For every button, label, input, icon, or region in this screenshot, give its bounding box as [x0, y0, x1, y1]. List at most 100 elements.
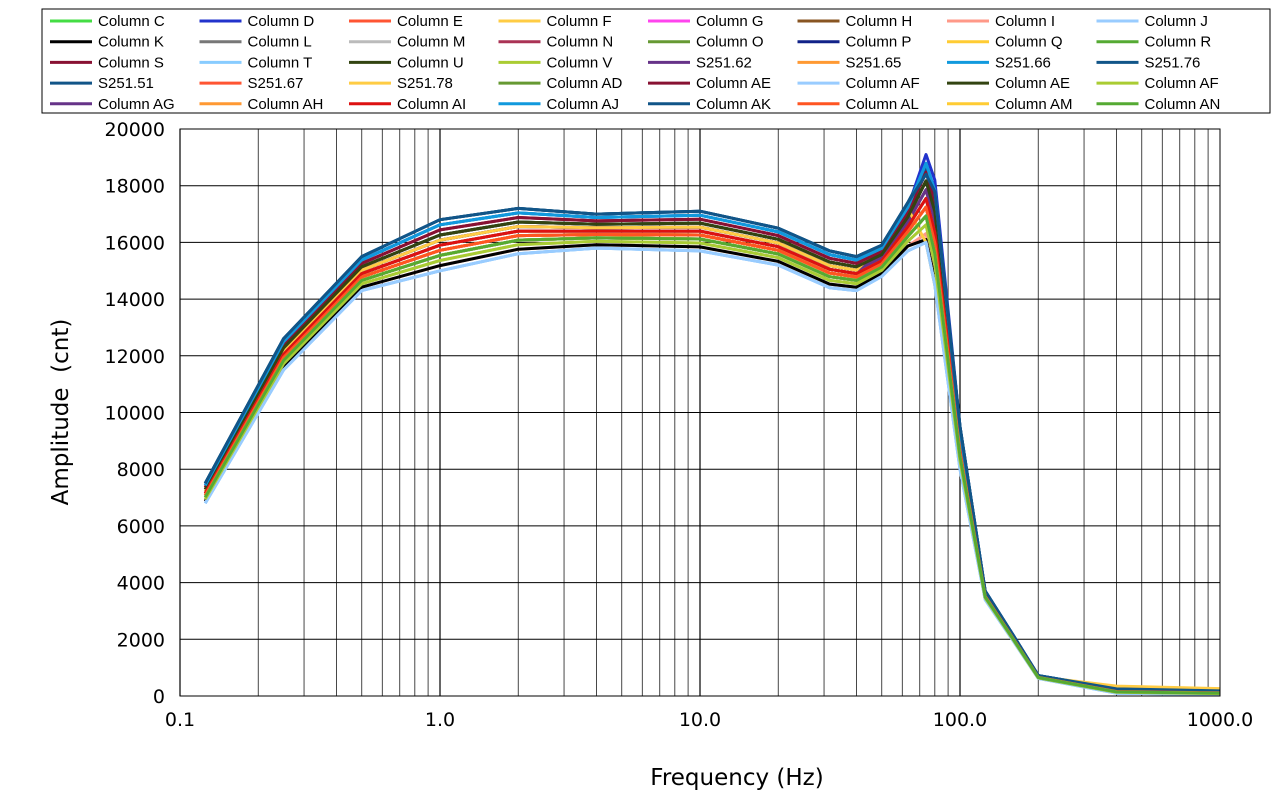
legend-label: Column T	[248, 54, 313, 71]
legend-label: S251.67	[248, 75, 304, 92]
legend-item: Column AG	[50, 96, 175, 113]
series-line-s251-76	[203, 167, 1221, 693]
legend-item: Column F	[498, 13, 612, 30]
legend-item: Column AE	[648, 75, 771, 92]
y-tick-label: 18000	[105, 176, 165, 198]
legend-item: S251.62	[648, 54, 752, 71]
series-line-column-ae	[203, 179, 1221, 694]
legend-label: S251.76	[1145, 54, 1201, 71]
legend-item: Column O	[648, 34, 764, 51]
legend-item: S251.66	[947, 54, 1051, 71]
legend-item: Column AE	[947, 75, 1070, 92]
legend-item: Column AL	[797, 96, 919, 113]
legend-item: Column U	[349, 54, 464, 71]
legend-label: S251.66	[995, 54, 1051, 71]
legend-label: Column D	[248, 13, 315, 30]
legend-item: Column P	[797, 34, 912, 51]
legend-item: Column K	[50, 34, 164, 51]
legend-item: Column AI	[349, 96, 466, 113]
series-line-column-ak	[203, 172, 1221, 693]
legend-item: Column AJ	[498, 96, 620, 113]
legend-label: Column P	[846, 34, 912, 51]
legend-label: S251.62	[696, 54, 752, 71]
y-tick-label: 8000	[117, 459, 165, 481]
legend-item: Column AF	[1096, 75, 1219, 92]
plot-frame	[179, 128, 1221, 697]
y-tick-label: 0	[153, 686, 165, 708]
x-tick-label: 10.0	[679, 709, 721, 731]
y-tick-label: 12000	[105, 346, 165, 368]
legend-label: Column AI	[397, 96, 466, 113]
legend-item: Column D	[199, 13, 315, 30]
legend-item: Column J	[1096, 13, 1208, 30]
legend-item: S251.78	[349, 75, 453, 92]
y-tick-label: 14000	[105, 289, 165, 311]
legend-item: Column AN	[1096, 96, 1220, 113]
legend-label: S251.51	[98, 75, 154, 92]
legend-item: Column AD	[498, 75, 623, 92]
legend-label: Column L	[248, 34, 312, 51]
legend-item: Column H	[797, 13, 913, 30]
legend-label: Column E	[397, 13, 463, 30]
y-tick-label: 4000	[117, 573, 165, 595]
legend-item: S251.67	[199, 75, 304, 92]
legend-item: Column R	[1096, 34, 1211, 51]
series-line-column-t	[203, 240, 1221, 696]
legend-label: Column S	[98, 54, 164, 71]
legend-label: Column AD	[547, 75, 623, 92]
legend-item: S251.51	[50, 75, 154, 92]
legend-label: Column M	[397, 34, 465, 51]
x-tick-label: 1000.0	[1187, 709, 1253, 731]
legend-label: Column G	[696, 13, 764, 30]
y-tick-label: 20000	[105, 119, 165, 141]
legend-item: Column T	[199, 54, 313, 71]
legend-item: S251.76	[1096, 54, 1201, 71]
y-tick-labels: 0 2000 4000 6000 8000 10000 12000 14000 16000 180…	[105, 119, 165, 708]
series-line-column-al	[203, 205, 1221, 695]
series-lines	[203, 153, 1221, 696]
x-tick-label: 0.1	[165, 709, 195, 731]
y-tick-label: 16000	[105, 232, 165, 254]
legend-label: Column AF	[846, 75, 920, 92]
legend-label: Column N	[547, 34, 614, 51]
legend-label: S251.78	[397, 75, 453, 92]
series-line-column-k	[203, 238, 1221, 696]
legend-label: Column AL	[846, 96, 919, 113]
legend-item: Column AM	[947, 96, 1073, 113]
legend-label: Column I	[995, 13, 1055, 30]
legend-item: Column M	[349, 34, 465, 51]
series-line-s251-51	[203, 167, 1221, 693]
y-axis-title: Amplitude (cnt)	[48, 319, 74, 506]
legend-label: Column F	[547, 13, 612, 30]
legend-item: Column N	[498, 34, 614, 51]
legend-item: Column AF	[797, 75, 920, 92]
series-line-column-j	[203, 240, 1221, 696]
legend-item: Column V	[498, 54, 612, 71]
legend-label: Column J	[1145, 13, 1208, 30]
legend-label: S251.65	[846, 54, 902, 71]
x-tick-label: 1.0	[425, 709, 455, 731]
legend-label: Column AK	[696, 96, 771, 113]
series-line-column-an	[203, 214, 1221, 695]
legend-item: Column G	[648, 13, 764, 30]
legend-label: Column AF	[1145, 75, 1219, 92]
legend-label: Column AM	[995, 96, 1073, 113]
legend-label: Column C	[98, 13, 165, 30]
legend: Column C Column D Column E Column F Column G…	[50, 13, 1220, 113]
legend-label: Column AH	[248, 96, 324, 113]
legend-item: Column AK	[648, 96, 771, 113]
series-line-column-p	[203, 179, 1221, 694]
legend-label: Column H	[846, 13, 913, 30]
y-tick-label: 6000	[117, 516, 165, 538]
y-tick-label: 10000	[105, 403, 165, 425]
legend-item: Column AH	[199, 96, 324, 113]
legend-label: Column AE	[696, 75, 771, 92]
legend-item: Column L	[199, 34, 312, 51]
legend-label: Column AE	[995, 75, 1070, 92]
legend-label: Column K	[98, 34, 164, 51]
legend-item: Column Q	[947, 34, 1063, 51]
legend-label: Column AG	[98, 96, 175, 113]
legend-label: Column AJ	[547, 96, 620, 113]
x-tick-label: 100.0	[933, 709, 987, 731]
legend-item: Column S	[50, 54, 164, 71]
